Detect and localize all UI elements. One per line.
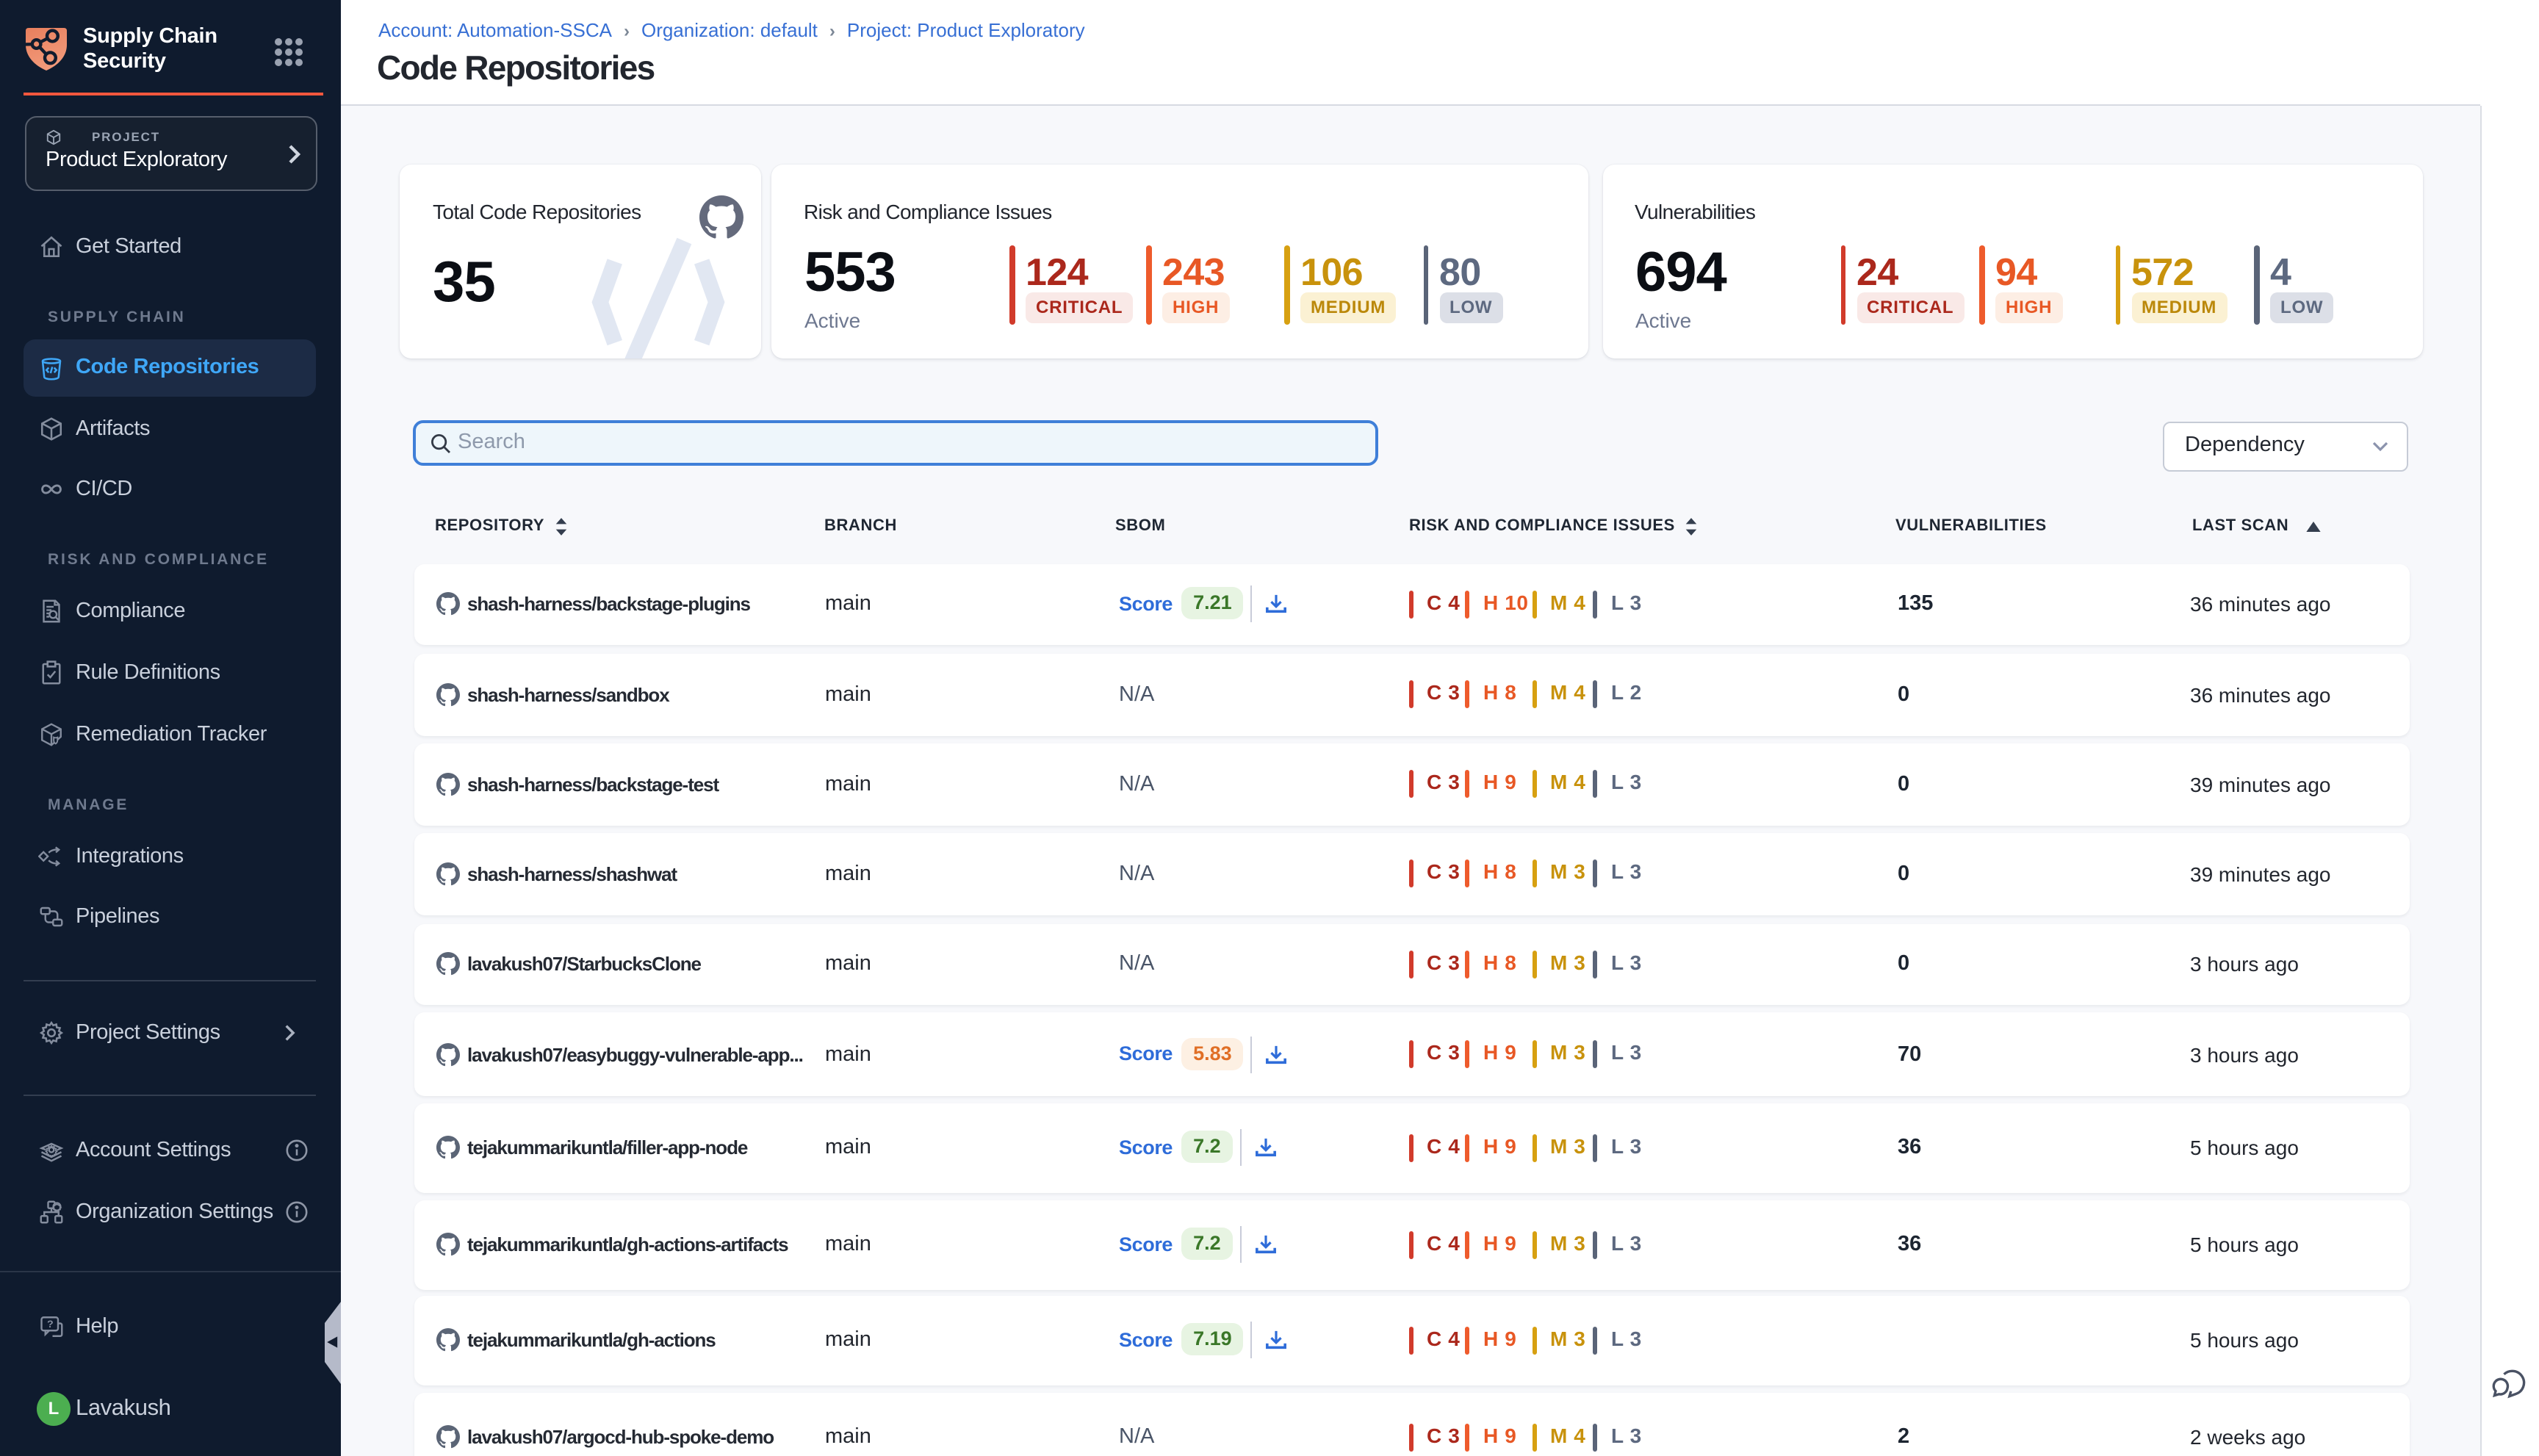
svg-text:?: ? <box>47 1319 54 1330</box>
